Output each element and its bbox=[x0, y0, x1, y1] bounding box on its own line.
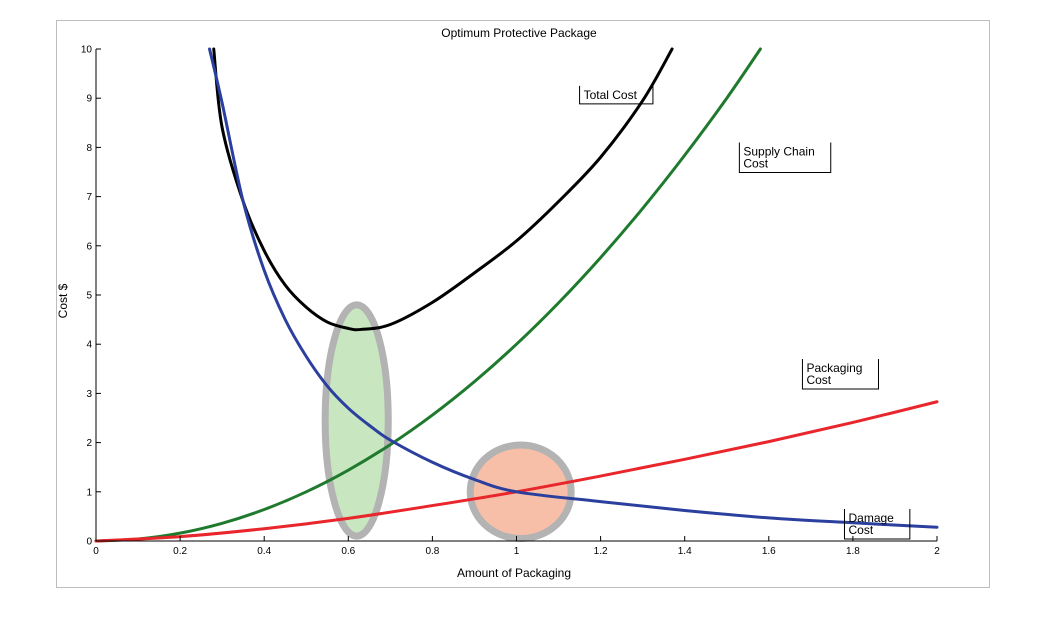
annotation-text: Cost bbox=[806, 373, 831, 387]
y-tick-label: 0 bbox=[86, 537, 92, 548]
series-layer bbox=[94, 47, 939, 543]
y-tick-label: 10 bbox=[81, 45, 93, 56]
annotation-text: Total Cost bbox=[584, 88, 638, 102]
y-tick-label: 1 bbox=[86, 487, 92, 498]
annotation-box bbox=[579, 85, 654, 105]
y-tick-label: 3 bbox=[86, 389, 92, 400]
x-axis-label: Amount of Packaging bbox=[457, 566, 571, 580]
annotation-box bbox=[801, 358, 879, 390]
y-tick-label: 9 bbox=[86, 94, 92, 105]
x-tick-label: 0.4 bbox=[257, 546, 271, 557]
x-tick-label: 0.8 bbox=[425, 546, 439, 557]
annotation-text: Cost bbox=[743, 156, 768, 170]
y-tick-label: 6 bbox=[86, 241, 92, 252]
annotation-text: Cost bbox=[848, 523, 873, 537]
highlight-ellipse-1 bbox=[321, 301, 392, 540]
series-line-damage-cost bbox=[208, 47, 939, 529]
y-tick-label: 4 bbox=[86, 340, 92, 351]
x-tick-label: 0 bbox=[93, 546, 99, 557]
series-line-total-cost bbox=[212, 47, 674, 332]
annotation-total-cost: Total Cost bbox=[579, 85, 654, 105]
ticks-layer: 0 0.2 0.4 0.6 0.8 1 1.2 1.4 1.6 1.8 2 0 1 2 3 4 5 6 7 8 9 10 bbox=[81, 45, 940, 558]
series-line-supply-chain-cost bbox=[94, 47, 762, 543]
annotation-text: Supply Chain bbox=[743, 144, 814, 158]
x-tick-label: 0.2 bbox=[173, 546, 187, 557]
y-tick-label: 5 bbox=[86, 291, 92, 302]
annotation-text: Packaging bbox=[806, 361, 862, 375]
x-tick-label: 1 bbox=[514, 546, 520, 557]
annotation-box bbox=[738, 142, 832, 173]
x-tick-label: 1.4 bbox=[678, 546, 692, 557]
x-tick-label: 1.6 bbox=[762, 546, 776, 557]
y-axis-label: Cost $ bbox=[57, 283, 70, 318]
x-tick-label: 1.8 bbox=[846, 546, 860, 557]
x-tick-label: 2 bbox=[934, 546, 940, 557]
y-tick-label: 2 bbox=[86, 438, 92, 449]
chart-frame: 0 0.2 0.4 0.6 0.8 1 1.2 1.4 1.6 1.8 2 0 1 2 3 4 5 6 7 8 9 10 … bbox=[56, 20, 990, 588]
annotation-text: Damage bbox=[848, 511, 894, 525]
y-tick-label: 7 bbox=[86, 192, 92, 203]
x-tick-label: 0.6 bbox=[341, 546, 355, 557]
chart-plot: 0 0.2 0.4 0.6 0.8 1 1.2 1.4 1.6 1.8 2012345678910 … bbox=[57, 26, 940, 580]
x-tick-label: 1.2 bbox=[594, 546, 608, 557]
annotation-box bbox=[843, 509, 911, 540]
chart-title: Optimum Protective Package bbox=[441, 26, 597, 40]
y-tick-label: 8 bbox=[86, 143, 92, 154]
